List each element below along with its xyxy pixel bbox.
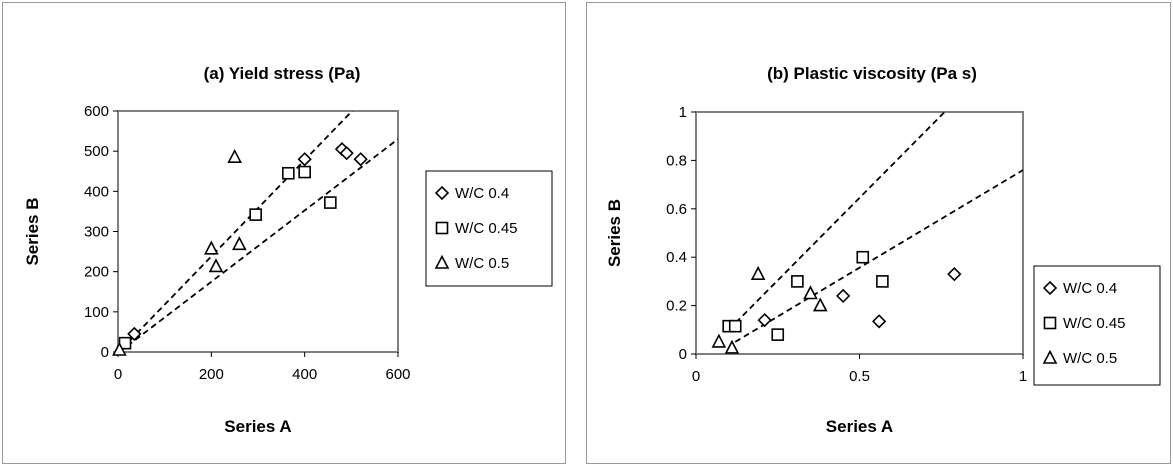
panel-a-y-tick-label: 500 [84, 143, 109, 160]
panel-a-square-point [324, 196, 337, 209]
panel-b-triangle-point [750, 265, 766, 280]
panel-a-plot-area [117, 110, 399, 353]
panel-a-legend-marker [434, 185, 450, 201]
panel-b-y-tick-label: 0.8 [666, 152, 687, 169]
panel-a-square-point [282, 166, 295, 180]
panel-a-y-axis-title: Series B [23, 197, 42, 265]
panel-b-y-tick-label: 1 [679, 104, 687, 121]
panel-a-y-tick-label: 0 [101, 344, 109, 361]
panel-a-x-axis-title: Series A [224, 417, 291, 436]
panel-b-triangle-point [724, 339, 740, 354]
panel-b-series [711, 265, 828, 354]
panel-a-y-tick-label: 100 [84, 304, 109, 321]
panel-a-diamond-point [297, 152, 312, 167]
panel-b-y-tick-label: 0.6 [666, 201, 687, 218]
panel-b-triangle-point [812, 297, 828, 312]
panel-b-triangle-point [803, 285, 818, 300]
panel-a-triangle-point [112, 341, 127, 356]
panel-a-title: (a) Yield stress (Pa) [204, 64, 361, 83]
panel-a-diamond-point [339, 146, 354, 161]
panel-a-chart: (a) Yield stress (Pa) 0 200 400 600 0 100 200 30… [23, 64, 553, 436]
panel-b-chart: (b) Plastic viscosity (Pa s) 0 0.5 1 0 0.2 0.4… [605, 64, 1161, 436]
panel-b-square-point [791, 275, 804, 288]
panel-b-y-tick-label: 0.4 [666, 249, 687, 266]
panel-a-legend-label: W/C 0.45 [455, 220, 518, 237]
panel-b-diamond-point [836, 288, 851, 304]
panel-b-y-axis-title: Series B [605, 199, 624, 267]
panel-a-legend-label: W/C 0.5 [455, 255, 509, 272]
panel-b-x-axis-title: Series A [826, 417, 893, 436]
panel-a-trendline [126, 138, 398, 347]
panel-a-triangle-point [204, 240, 219, 255]
panel-b-diamond-point [871, 314, 887, 329]
panel-b-square-point [856, 250, 870, 264]
panel-b-legend-label: W/C 0.4 [1063, 280, 1117, 297]
panel-b-x-tick-label: 0.5 [849, 368, 870, 385]
panel-a-square-point [249, 208, 262, 221]
panel-b-square-point [728, 319, 742, 333]
panel-b-legend-label: W/C 0.45 [1063, 315, 1126, 332]
panel-a-x-tick-label: 0 [114, 366, 122, 383]
panel-a-x-tick-label: 200 [199, 366, 224, 383]
panel-b-trendline [728, 112, 946, 331]
panel-b-y-tick-label: 0 [679, 346, 687, 363]
panel-b-x-tick-label: 1 [1019, 368, 1027, 385]
panel-a-trendline [122, 111, 354, 349]
panel-b-triangle-point [711, 333, 727, 348]
panel-a-square-point [298, 165, 311, 179]
panel-a-y-tick-label: 300 [84, 224, 109, 241]
panel-b-legend-marker [1043, 316, 1057, 330]
panel-a-triangle-point [227, 148, 242, 163]
panel-a-y-tick-label: 400 [84, 183, 109, 200]
panel-b-diamond-point [757, 312, 772, 328]
panel-b-series [722, 250, 889, 341]
panel-b-legend-marker [1042, 280, 1058, 296]
panel-b-trendline [734, 169, 1023, 343]
panel-a-triangle-point [208, 258, 224, 273]
panel-a-x-tick-label: 400 [292, 366, 317, 383]
panel-b-series [757, 267, 962, 329]
panel-b-legend-label: W/C 0.5 [1063, 350, 1117, 367]
panel-b-square-point [771, 328, 785, 341]
panel-a-x-tick-label: 600 [385, 366, 410, 383]
panel-a-y-tick-label: 600 [84, 103, 109, 120]
panel-a-diamond-point [127, 326, 142, 342]
panel-b-diamond-point [947, 267, 962, 282]
panel-a-y-tick-label: 200 [84, 264, 109, 281]
panel-a-diamond-point [353, 152, 368, 167]
panel-b-title: (b) Plastic viscosity (Pa s) [767, 64, 977, 83]
panel-a-triangle-point [232, 236, 247, 251]
panel-a-series [112, 148, 247, 356]
panel-b-square-point [876, 275, 889, 288]
panel-b-plot-area [695, 111, 1024, 355]
panel-a-legend-marker [435, 221, 449, 235]
panel-a-legend-marker [434, 254, 450, 269]
panel-a-series [118, 165, 337, 350]
panel-b-x-tick-label: 0 [692, 368, 700, 385]
panel-a-series [127, 142, 368, 342]
panel-a-legend-label: W/C 0.4 [455, 185, 509, 202]
panel-b-y-tick-label: 0.2 [666, 298, 687, 315]
panel-b-legend-marker [1042, 349, 1058, 364]
